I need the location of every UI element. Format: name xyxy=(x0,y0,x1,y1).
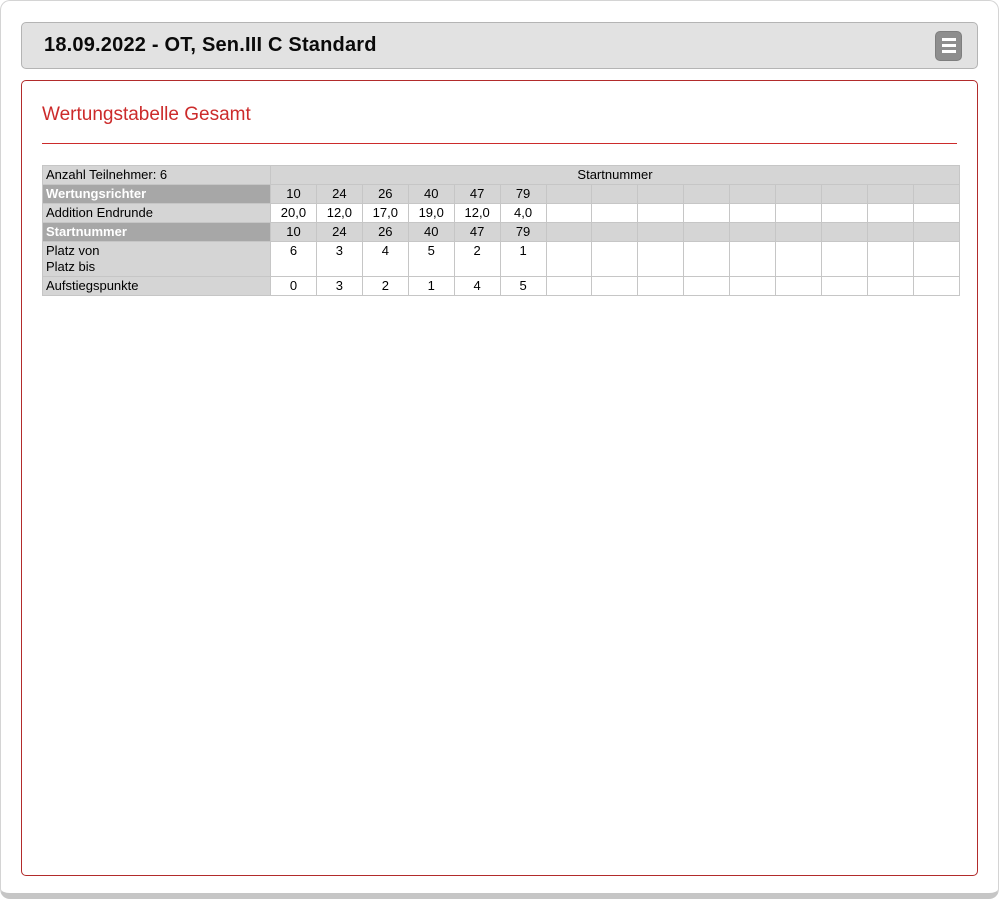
table-cell xyxy=(775,222,823,242)
table-cell: 47 xyxy=(453,184,501,204)
table-cell xyxy=(591,241,639,277)
page-title: 18.09.2022 - OT, Sen.III C Standard xyxy=(44,34,377,56)
table-cell xyxy=(729,276,777,296)
table-cell: 4 xyxy=(361,241,409,277)
table-cell: 40 xyxy=(407,222,455,242)
table-cell: 5 xyxy=(499,276,547,296)
table-cell: 10 xyxy=(270,222,317,242)
red-divider xyxy=(42,143,957,144)
table-cell: 79 xyxy=(499,184,547,204)
table-cell xyxy=(866,241,914,277)
table-cell xyxy=(729,241,777,277)
table-cell xyxy=(545,276,593,296)
table-cell: 1 xyxy=(499,241,547,277)
table-cell xyxy=(912,203,961,223)
table-cell xyxy=(821,276,868,296)
table-cell xyxy=(637,203,685,223)
table-cell: 4,0 xyxy=(499,203,547,223)
table-cell: 2 xyxy=(453,241,501,277)
table-cell: 3 xyxy=(315,241,363,277)
table-cell: 20,0 xyxy=(270,203,317,223)
platz-von-label: Platz von xyxy=(46,243,100,258)
table-cell: 12,0 xyxy=(453,203,501,223)
table-cell: 26 xyxy=(361,222,409,242)
table-cell xyxy=(637,241,685,277)
table-cell xyxy=(545,203,593,223)
table-cell xyxy=(912,222,961,242)
platz-bis-label: Platz bis xyxy=(46,259,96,274)
addition-row-label: Addition Endrunde xyxy=(42,203,271,223)
table-row-participants: Anzahl Teilnehmer: 6 Startnummer xyxy=(42,165,960,185)
table-cell xyxy=(866,276,914,296)
platz-row-label: Platz von Platz bis xyxy=(42,241,271,277)
table-cell: 24 xyxy=(315,184,363,204)
table-cell xyxy=(637,184,685,204)
table-cell xyxy=(866,203,914,223)
startnummer-row-label: Startnummer xyxy=(42,222,271,242)
table-cell xyxy=(866,184,914,204)
table-cell: 6 xyxy=(270,241,317,277)
table-cell xyxy=(821,241,868,277)
table-cell xyxy=(729,222,777,242)
results-panel: Wertungstabelle Gesamt Anzahl Teilnehmer… xyxy=(21,80,978,876)
section-title: Wertungstabelle Gesamt xyxy=(42,104,251,125)
table-cell xyxy=(545,241,593,277)
table-cell xyxy=(775,241,823,277)
aufstieg-row-label: Aufstiegspunkte xyxy=(42,276,271,296)
table-cell: 26 xyxy=(361,184,409,204)
table-cell: 40 xyxy=(407,184,455,204)
table-cell xyxy=(591,276,639,296)
results-table: Anzahl Teilnehmer: 6 Startnummer Wertung… xyxy=(42,165,961,296)
table-cell xyxy=(637,276,685,296)
table-cell xyxy=(591,203,639,223)
table-cell xyxy=(591,184,639,204)
table-cell: 1 xyxy=(407,276,455,296)
table-cell: 24 xyxy=(315,222,363,242)
table-cell: 2 xyxy=(361,276,409,296)
table-cell: 10 xyxy=(270,184,317,204)
table-row-judges: Wertungsrichter 10 24 26 40 47 79 xyxy=(42,184,961,204)
table-cell: 0 xyxy=(270,276,317,296)
table-cell xyxy=(545,184,593,204)
table-cell xyxy=(683,222,731,242)
table-cell xyxy=(866,222,914,242)
table-cell xyxy=(683,184,731,204)
table-row-startnummer: Startnummer 10 24 26 40 47 79 xyxy=(42,222,961,242)
table-cell xyxy=(637,222,685,242)
table-cell xyxy=(591,222,639,242)
menu-button[interactable] xyxy=(935,30,962,61)
hamburger-icon xyxy=(941,38,956,53)
table-cell xyxy=(683,203,731,223)
table-cell: 17,0 xyxy=(361,203,409,223)
table-cell: 12,0 xyxy=(315,203,363,223)
table-cell: 5 xyxy=(407,241,455,277)
table-cell: 47 xyxy=(453,222,501,242)
startnummer-span-header: Startnummer xyxy=(270,165,960,185)
participants-label: Anzahl Teilnehmer: 6 xyxy=(42,165,271,185)
table-cell xyxy=(683,276,731,296)
table-cell: 3 xyxy=(315,276,363,296)
table-cell: 19,0 xyxy=(407,203,455,223)
table-cell xyxy=(912,276,961,296)
table-cell xyxy=(545,222,593,242)
table-cell xyxy=(775,184,823,204)
table-cell xyxy=(821,222,868,242)
table-cell: 4 xyxy=(453,276,501,296)
table-cell xyxy=(775,203,823,223)
judges-row-label: Wertungsrichter xyxy=(42,184,271,204)
header-bar[interactable]: 18.09.2022 - OT, Sen.III C Standard xyxy=(21,22,978,69)
table-cell xyxy=(912,241,961,277)
table-cell xyxy=(912,184,961,204)
table-row-addition: Addition Endrunde 20,0 12,0 17,0 19,0 12,0 4,… xyxy=(42,203,961,223)
table-cell xyxy=(729,184,777,204)
table-cell xyxy=(821,184,868,204)
table-cell xyxy=(775,276,823,296)
table-cell: 79 xyxy=(499,222,547,242)
table-cell xyxy=(821,203,868,223)
table-cell xyxy=(683,241,731,277)
table-cell xyxy=(729,203,777,223)
